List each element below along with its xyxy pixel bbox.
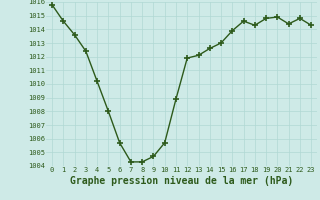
X-axis label: Graphe pression niveau de la mer (hPa): Graphe pression niveau de la mer (hPa) [70,176,293,186]
